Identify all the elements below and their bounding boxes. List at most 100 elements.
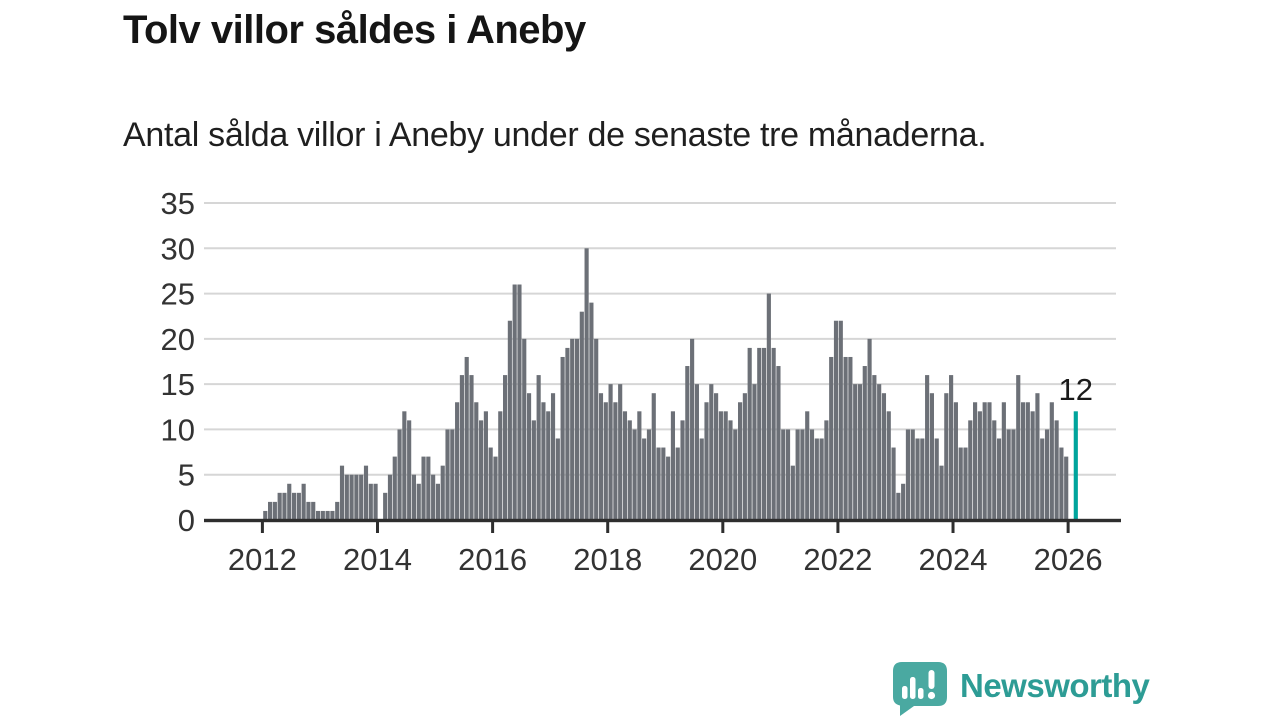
month-bar (987, 402, 992, 520)
logo-mini-bar-chart (902, 670, 936, 700)
x-axis-label: 2020 (688, 542, 757, 577)
highlighted-month-bar (1073, 411, 1078, 520)
month-bar (920, 438, 925, 520)
month-bar (747, 347, 752, 520)
month-bar (646, 429, 652, 520)
month-bar (570, 338, 575, 520)
month-bar (1040, 438, 1045, 520)
month-bar (296, 492, 301, 520)
month-bar (977, 411, 982, 520)
month-bar (339, 465, 345, 520)
month-bar (862, 366, 867, 520)
month-bar (392, 456, 397, 520)
month-bar (795, 429, 800, 520)
month-bar (728, 420, 733, 520)
month-bar (718, 411, 723, 520)
month-bar (680, 420, 685, 520)
month-bar (512, 284, 517, 520)
month-bar (738, 402, 743, 520)
y-axis-label: 30 (161, 231, 195, 266)
month-bar (325, 510, 330, 520)
month-bar (1011, 429, 1016, 520)
y-axis-label: 10 (161, 412, 195, 447)
x-axis-tick (376, 522, 380, 533)
month-bar (526, 393, 532, 520)
month-bar (397, 429, 402, 520)
x-axis-tick (836, 522, 840, 533)
x-axis-label: 2014 (343, 542, 412, 577)
month-bar (469, 375, 474, 520)
month-bar (541, 402, 546, 520)
month-bar (891, 447, 896, 520)
month-bar (416, 483, 421, 520)
month-bar (809, 429, 815, 520)
newsworthy-logo: Newsworthy (893, 662, 1150, 716)
y-axis-label: 25 (161, 277, 195, 312)
month-bar (934, 438, 939, 520)
month-bar (958, 447, 963, 520)
month-bar (359, 474, 364, 520)
month-bar (752, 384, 757, 520)
month-bar (733, 429, 738, 520)
month-bar (493, 456, 498, 520)
month-bar (622, 411, 628, 520)
month-bar (354, 474, 359, 520)
month-bar (445, 429, 450, 520)
logo-exclamation-bar (928, 670, 935, 689)
month-bar (411, 474, 417, 520)
month-bar (407, 420, 412, 520)
month-bar (464, 356, 469, 520)
month-bar (915, 438, 920, 520)
month-bar (857, 384, 863, 520)
month-bar (426, 456, 431, 520)
y-axis-label: 20 (161, 322, 195, 357)
month-bar (632, 429, 637, 520)
logo-wordmark: Newsworthy (960, 667, 1150, 704)
month-bar (431, 474, 436, 520)
month-bar (306, 501, 311, 520)
month-bar (603, 402, 608, 520)
month-bar (781, 429, 786, 520)
month-bar (584, 248, 589, 521)
month-bar (282, 492, 287, 520)
month-bar (421, 456, 426, 520)
month-bar (1054, 420, 1059, 520)
month-bar (450, 429, 455, 520)
month-bar (886, 411, 891, 520)
month-bar (574, 338, 580, 520)
month-bar (714, 393, 719, 520)
month-bar (368, 483, 373, 520)
month-bar (1049, 402, 1054, 520)
month-bar (656, 447, 661, 520)
month-bar (522, 338, 527, 520)
month-bar (498, 411, 503, 520)
month-bar (814, 438, 819, 520)
month-bar (402, 411, 407, 520)
month-bar (598, 393, 604, 520)
month-bar (723, 411, 728, 520)
month-bar (1064, 456, 1069, 520)
month-bar (455, 402, 460, 520)
month-bar (503, 375, 508, 520)
month-bar (776, 366, 781, 520)
month-bar (939, 465, 944, 520)
month-bar (968, 420, 973, 520)
month-bar (555, 438, 560, 520)
month-bar (651, 393, 656, 520)
month-bar (790, 465, 795, 520)
month-bar (843, 356, 848, 520)
month-bar (685, 366, 690, 520)
month-bar (982, 402, 987, 520)
month-bar (272, 501, 277, 520)
month-bar (287, 483, 292, 520)
month-bar (944, 393, 949, 520)
month-bar (690, 338, 695, 520)
month-bar (1044, 429, 1050, 520)
month-bar (320, 510, 325, 520)
month-bar (838, 320, 843, 520)
month-bar (824, 420, 829, 520)
month-bar (973, 402, 978, 520)
chart-title: Tolv villor såldes i Aneby (123, 8, 586, 52)
month-bar (383, 492, 388, 520)
month-bar (507, 320, 512, 520)
